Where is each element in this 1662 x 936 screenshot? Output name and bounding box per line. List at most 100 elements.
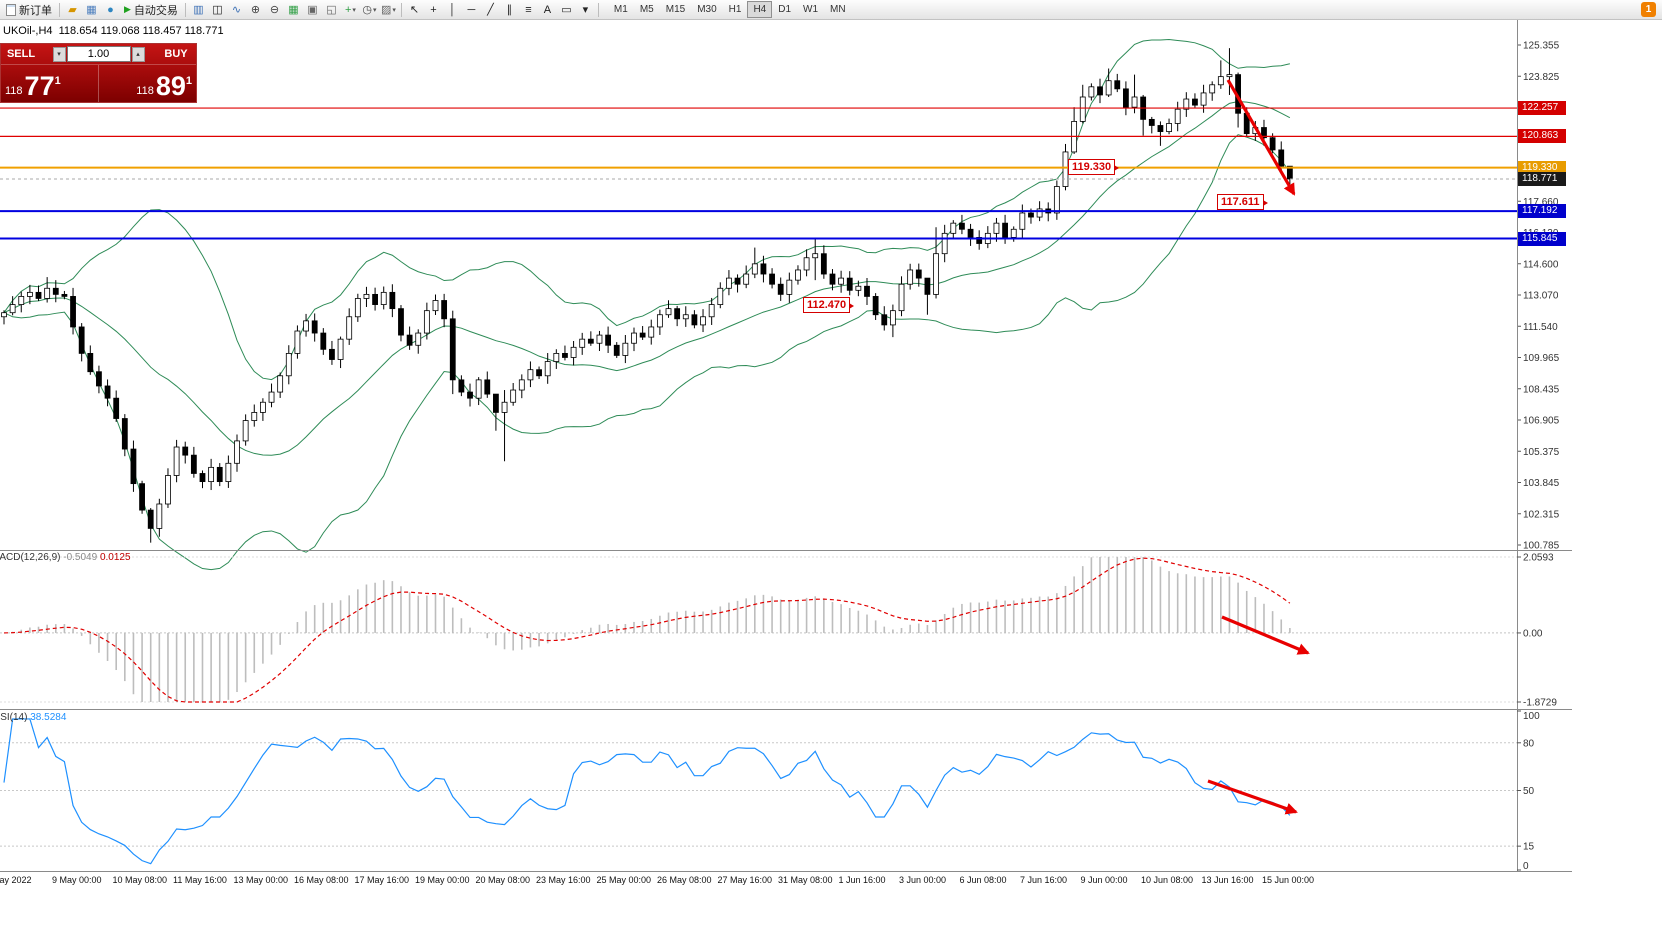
timeframe-d1[interactable]: D1 [772, 1, 797, 18]
indicators-icon-caret[interactable]: ▾ [352, 7, 356, 15]
time-axis-label: 13 May 00:00 [233, 875, 289, 885]
horizontal-level-lines[interactable] [0, 107, 1517, 240]
toolbar-separator [59, 2, 60, 17]
line-chart-icon[interactable]: ∿ [231, 4, 242, 17]
metaeditor-icon[interactable]: ▰ [68, 4, 77, 17]
bar-chart-icon[interactable]: ▥ [193, 4, 204, 17]
volume-up-button[interactable]: ▴ [131, 46, 145, 62]
volume-down-button[interactable]: ▾ [52, 46, 66, 62]
zoom-out-icon[interactable]: ⊖ [269, 4, 280, 17]
timeframe-toolbar: M1 M5 M15 M30 H1 H4 D1 W1 MN [608, 1, 852, 18]
autotrading-label: 自动交易 [133, 4, 178, 17]
terminal-icon[interactable]: ▦ [86, 4, 97, 17]
sell-button[interactable]: SELL [1, 44, 41, 64]
crosshair-icon[interactable]: + [430, 4, 437, 17]
toolbar-separator [597, 2, 599, 17]
timeframe-m30[interactable]: M30 [691, 1, 722, 18]
macd-axis-label: -1.8729 [1523, 698, 1557, 709]
price-axis-tick: 125.355 [1523, 41, 1560, 52]
time-axis-label: 17 May 16:00 [354, 875, 410, 885]
timeframe-h4[interactable]: H4 [747, 1, 773, 18]
auto-scroll-icon[interactable]: ▣ [307, 4, 318, 17]
zoom-in-icon[interactable]: ⊕ [250, 4, 261, 17]
templates-icon-caret[interactable]: ▾ [392, 6, 396, 14]
buy-price-display[interactable]: 118 89 1 [98, 65, 196, 102]
periods-icon-caret[interactable]: ▾ [372, 6, 377, 14]
chart-annotation-117.611[interactable]: 117.611 [1217, 194, 1268, 210]
timeframe-h1[interactable]: H1 [723, 1, 748, 18]
chart-symbol-info: UKOil-,H4 118.654 119.068 118.457 118.77… [3, 25, 224, 37]
timeframe-w1[interactable]: W1 [797, 1, 824, 18]
rsi-axis-label: 15 [1523, 842, 1535, 853]
chart-shift-icon[interactable]: ◱ [326, 4, 337, 17]
macd-histogram [11, 557, 1291, 702]
time-axis-label: 10 Jun 08:00 [1141, 875, 1194, 885]
notification-badge[interactable]: 1 [1641, 2, 1656, 17]
macd-indicator-label: MACD(12,26,9) -0.5049 0.0125 [0, 552, 131, 563]
time-axis-label: 11 May 16:00 [173, 875, 227, 885]
price-axis-tick: 113.070 [1523, 291, 1559, 302]
time-axis-label: 20 May 08:00 [475, 875, 531, 885]
macd-axis-label: 2.0593 [1523, 553, 1554, 564]
candles[interactable] [1, 48, 1293, 543]
new-order-button[interactable]: 新订单 [2, 1, 56, 19]
news-icon[interactable]: ● [107, 4, 114, 17]
chart-annotation-112.470[interactable]: 112.470 [803, 297, 855, 313]
time-axis-label: 3 Jun 00:00 [899, 875, 947, 885]
price-axis-tick: 106.905 [1523, 416, 1560, 427]
trendline-icon[interactable]: ╱ [487, 4, 494, 17]
price-axis: 125.355123.825122.295120.765119.235117.6… [1517, 41, 1560, 552]
time-axis-label: 6 Jun 08:00 [959, 875, 1007, 885]
chart-annotation-119.330[interactable]: 119.330 [1068, 159, 1120, 175]
autotrading-play-icon: ▶ [124, 4, 131, 14]
rsi-axis-label: 100 [1523, 711, 1540, 722]
text-label-icon[interactable]: ▭ [561, 4, 572, 17]
panel-separators[interactable] [0, 20, 1572, 872]
macd-signal-line [3, 557, 1291, 703]
periods-icon[interactable]: ◷ ▾ [362, 4, 377, 17]
buy-button[interactable]: BUY [156, 44, 196, 64]
time-axis-label: 26 May 08:00 [657, 875, 712, 885]
cursor-icon[interactable]: ↖ [409, 4, 420, 17]
templates-icon[interactable]: ▨ ▾ [380, 4, 396, 17]
price-axis-tick: 103.845 [1523, 478, 1560, 489]
time-axis-label: May 2022 [0, 875, 32, 885]
timeframe-mn[interactable]: MN [824, 1, 852, 18]
tile-windows-icon[interactable]: ▦ [288, 4, 299, 17]
price-axis-tick: 100.785 [1523, 541, 1560, 552]
trend-arrow-main[interactable] [1226, 79, 1296, 196]
rsi-panel[interactable]: 100 80 50 15 0 [0, 710, 1540, 872]
timeframe-m5[interactable]: M5 [634, 1, 660, 18]
new-order-label: 新订单 [19, 4, 52, 17]
time-axis-label: 15 Jun 00:00 [1262, 875, 1315, 885]
equidistant-channel-icon[interactable]: ∥ [506, 4, 513, 17]
autotrading-button[interactable]: ▶ 自动交易 [120, 1, 182, 19]
text-icon[interactable]: A [543, 4, 552, 17]
timeframe-m1[interactable]: M1 [608, 1, 634, 18]
vertical-line-icon[interactable]: │ [448, 4, 456, 17]
trend-arrow-macd[interactable] [1221, 615, 1310, 655]
sell-price-display[interactable]: 118 77 1 [5, 71, 61, 101]
time-axis-label: 13 Jun 16:00 [1201, 875, 1254, 885]
time-axis-label: 9 May 00:00 [52, 875, 102, 885]
price-axis-tick: 111.540 [1523, 322, 1558, 333]
price-tag-118.771: 118.771 [1518, 171, 1566, 186]
trend-arrows[interactable] [1207, 79, 1310, 815]
new-order-icon [6, 3, 16, 16]
timeframe-m15[interactable]: M15 [660, 1, 691, 18]
indicators-icon[interactable]: + ▾ [344, 4, 356, 17]
macd-panel[interactable]: 2.0593 0.00 -1.8729 [0, 553, 1557, 709]
time-axis-label: 31 May 08:00 [778, 875, 833, 885]
shapes-icon[interactable]: ▾ [582, 4, 589, 17]
fibonacci-icon[interactable]: ≡ [525, 4, 532, 17]
trend-arrow-rsi[interactable] [1207, 779, 1298, 815]
rsi-axis-label: 0 [1523, 861, 1529, 872]
candlestick-chart-icon[interactable]: ◫ [212, 4, 223, 17]
price-axis-tick: 108.435 [1523, 384, 1560, 395]
price-axis-tick: 114.600 [1523, 259, 1559, 270]
price-tag-115.845: 115.845 [1518, 231, 1566, 246]
time-axis-label: 7 Jun 16:00 [1020, 875, 1068, 885]
horizontal-line-icon[interactable]: ─ [467, 4, 476, 17]
volume-input[interactable] [66, 46, 131, 62]
